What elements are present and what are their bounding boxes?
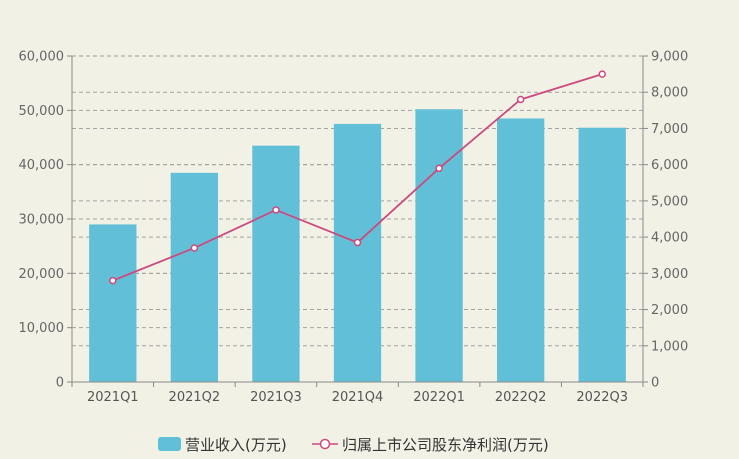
revenue-bars xyxy=(89,109,626,383)
bar-2022Q2[interactable] xyxy=(496,118,545,382)
left-tick-label: 0 xyxy=(56,376,64,391)
right-tick-label: 5,000 xyxy=(651,194,688,209)
x-tick-label: 2021Q1 xyxy=(87,390,139,405)
x-tick-label: 2022Q2 xyxy=(495,390,547,405)
bar-2022Q1[interactable] xyxy=(415,109,463,382)
right-tick-label: 9,000 xyxy=(651,50,688,65)
right-tick-label: 8,000 xyxy=(651,86,688,101)
x-tick-label: 2021Q4 xyxy=(332,390,384,405)
profit-point-2021Q2[interactable] xyxy=(190,244,199,252)
profit-point-2021Q4[interactable] xyxy=(353,238,362,247)
right-tick-label: 2,000 xyxy=(651,303,688,318)
right-tick-label: 6,000 xyxy=(651,158,688,173)
bar-2021Q3[interactable] xyxy=(252,145,300,382)
profit-point-2021Q3[interactable] xyxy=(272,206,280,214)
left-axis-ticks: 0 10,000 20,000 30,000 40,000 50,000 60,000 xyxy=(19,50,72,391)
x-tick-label: 2022Q3 xyxy=(576,390,628,405)
x-tick-label: 2021Q3 xyxy=(250,390,302,405)
bar-2021Q2[interactable] xyxy=(170,172,219,382)
profit-point-2022Q1[interactable] xyxy=(435,164,443,173)
left-tick-label: 10,000 xyxy=(19,321,65,336)
profit-line xyxy=(109,70,606,285)
left-tick-label: 60,000 xyxy=(19,50,65,65)
right-axis-ticks: 0 1,000 2,000 3,000 4,000 5,000 6,000 7,000 8,00… xyxy=(643,50,688,391)
right-tick-label: 7,000 xyxy=(651,122,688,137)
legend[interactable]: 营业收入(万元) 归属上市公司股东净利润(万元) xyxy=(158,436,549,454)
bar-2021Q1[interactable] xyxy=(89,224,137,382)
bar-2021Q4[interactable] xyxy=(333,123,382,383)
left-tick-label: 50,000 xyxy=(19,104,65,119)
right-tick-label: 3,000 xyxy=(651,267,688,282)
x-tick-label: 2021Q2 xyxy=(169,390,221,405)
profit-point-2022Q2[interactable] xyxy=(516,95,525,104)
left-tick-label: 40,000 xyxy=(19,158,65,173)
right-tick-label: 4,000 xyxy=(651,231,688,246)
right-tick-label: 1,000 xyxy=(651,339,688,354)
category-labels: 2021Q1 2021Q2 2021Q3 2021Q4 2022Q1 2022Q2 2022… xyxy=(87,390,628,405)
legend-label-revenue: 营业收入(万元) xyxy=(185,436,287,454)
legend-swatch-profit-marker xyxy=(319,438,331,450)
left-tick-label: 30,000 xyxy=(19,213,65,228)
legend-label-profit: 归属上市公司股东净利润(万元) xyxy=(342,436,549,454)
legend-item-profit[interactable]: 归属上市公司股东净利润(万元) xyxy=(312,436,549,454)
right-tick-label: 0 xyxy=(651,376,659,391)
legend-item-revenue[interactable]: 营业收入(万元) xyxy=(158,436,287,454)
left-tick-label: 20,000 xyxy=(19,267,65,282)
profit-point-2021Q1[interactable] xyxy=(109,276,117,285)
profit-point-2022Q3[interactable] xyxy=(598,70,606,78)
x-tick-label: 2022Q1 xyxy=(413,390,465,405)
legend-swatch-revenue xyxy=(158,437,181,451)
bar-2022Q3[interactable] xyxy=(578,127,626,382)
